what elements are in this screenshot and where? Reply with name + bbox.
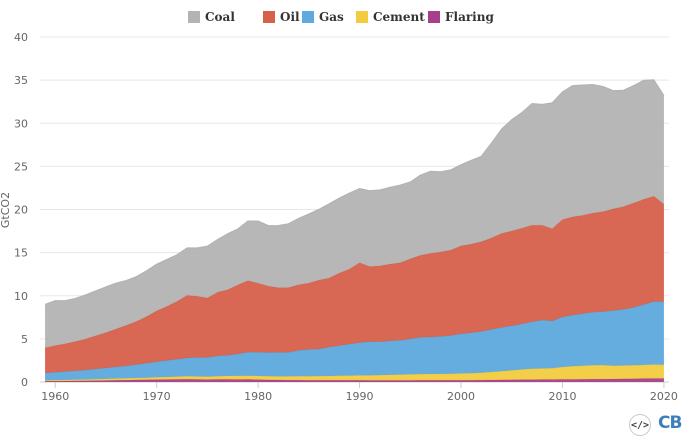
embed-code-icon[interactable]: </>	[629, 414, 651, 436]
x-tick-label: 2020	[650, 390, 678, 403]
y-axis-ticks: 0 5 10 15 20 25 30 35 40	[14, 31, 28, 389]
x-tick-label: 2000	[447, 390, 475, 403]
x-tick-label: 1970	[143, 390, 171, 403]
area-edge-oil	[44, 195, 665, 349]
area-flaring[interactable]	[45, 378, 664, 382]
legend-item-gas[interactable]: Gas	[302, 10, 344, 24]
legend-label: Flaring	[445, 10, 494, 24]
legend-item-cement[interactable]: Cement	[356, 10, 425, 24]
legend-swatch	[263, 11, 275, 23]
legend-label: Gas	[319, 10, 344, 24]
y-tick-label: 0	[21, 376, 28, 389]
x-tick-label: 1990	[346, 390, 374, 403]
area-oil[interactable]	[45, 196, 664, 373]
legend-item-coal[interactable]: Coal	[188, 10, 235, 24]
area-gas[interactable]	[45, 301, 664, 381]
x-tick-label: 2010	[548, 390, 576, 403]
area-edge-coal	[44, 79, 665, 305]
x-axis-ticks: 1960 1970 1980 1990 2000 2010 2020	[41, 382, 678, 403]
x-tick-label: 1960	[41, 390, 69, 403]
y-tick-label: 10	[14, 290, 28, 303]
x-tick-label: 1980	[244, 390, 272, 403]
legend-label: Cement	[373, 10, 425, 24]
legend-swatch	[356, 11, 368, 23]
legend: Coal Oil Gas Cement Flaring	[188, 10, 494, 24]
y-tick-label: 15	[14, 247, 28, 260]
y-tick-label: 30	[14, 117, 28, 130]
carbonbrief-logo-icon[interactable]: CB	[658, 413, 682, 433]
y-tick-label: 5	[21, 333, 28, 346]
stacked-areas	[44, 79, 665, 382]
area-coal[interactable]	[45, 79, 664, 348]
legend-item-oil[interactable]: Oil	[263, 10, 300, 24]
legend-label: Coal	[205, 10, 235, 24]
y-tick-label: 35	[14, 74, 28, 87]
legend-swatch	[428, 11, 440, 23]
y-tick-label: 40	[14, 31, 28, 44]
y-axis-label: GtCO2	[0, 192, 12, 228]
legend-label: Oil	[280, 10, 300, 24]
legend-swatch	[302, 11, 314, 23]
legend-swatch	[188, 11, 200, 23]
y-tick-label: 20	[14, 204, 28, 217]
y-tick-label: 25	[14, 160, 28, 173]
legend-item-flaring[interactable]: Flaring	[428, 10, 494, 24]
